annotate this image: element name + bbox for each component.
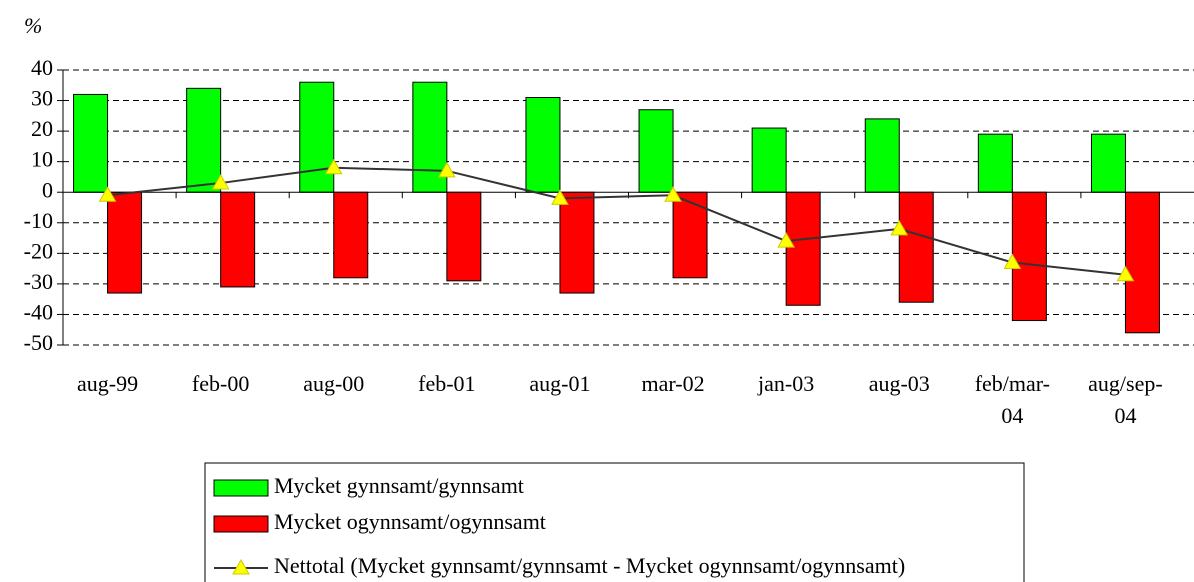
y-tick-label: -50	[24, 330, 53, 355]
bar	[186, 87, 222, 193]
bar	[785, 191, 821, 306]
marker	[890, 219, 909, 236]
y-tick-label: 20	[31, 116, 53, 141]
bar	[73, 93, 109, 193]
marker	[777, 232, 796, 248]
x-tick-label: aug-01	[529, 371, 591, 396]
bar	[864, 118, 900, 193]
bar	[898, 191, 934, 303]
x-tick-label: aug-03	[868, 371, 930, 396]
bar	[220, 191, 256, 288]
y-tick-label: -10	[24, 208, 53, 233]
marker	[551, 189, 569, 205]
y-tick-label: -40	[24, 299, 53, 324]
bar	[638, 109, 674, 193]
x-tick-label: feb/mar-04	[974, 371, 1050, 428]
bar	[333, 191, 369, 279]
legend-swatch	[213, 479, 269, 497]
y-tick-label: 10	[31, 147, 53, 172]
x-tick-label: feb-01	[418, 371, 476, 396]
bar	[1011, 191, 1047, 322]
marker	[211, 174, 230, 190]
y-axis-label: %	[24, 13, 42, 38]
x-tick-label: feb-00	[191, 371, 250, 396]
legend-marker	[232, 558, 250, 575]
bar	[672, 191, 708, 279]
bar	[446, 191, 482, 282]
bar	[1124, 191, 1160, 334]
legend-label: Nettotal (Mycket gynnsamt/gynnsamt - Myc…	[274, 553, 905, 578]
bar	[559, 191, 595, 294]
y-tick-label: 0	[42, 177, 53, 202]
bar	[525, 97, 561, 193]
x-tick-label: aug-00	[303, 371, 365, 396]
bar	[299, 81, 335, 193]
legend-swatch	[213, 515, 269, 533]
y-tick-label: -20	[24, 238, 53, 263]
marker	[1003, 253, 1022, 269]
marker	[664, 186, 682, 202]
bar	[751, 127, 787, 193]
bar	[1090, 133, 1126, 193]
y-tick-label: 30	[31, 86, 53, 111]
x-tick-label: jan-03	[758, 371, 815, 396]
marker	[1116, 265, 1135, 282]
legend-label: Mycket gynnsamt/gynnsamt	[274, 473, 524, 498]
marker	[324, 158, 343, 175]
marker	[437, 161, 456, 178]
x-tick-label: aug-99	[77, 371, 139, 396]
y-tick-label: 40	[31, 55, 53, 80]
bar	[977, 133, 1013, 193]
bar	[107, 191, 143, 294]
x-tick-label: mar-02	[641, 371, 705, 396]
line	[107, 166, 1126, 276]
x-tick-label: aug/sep-04	[1088, 371, 1163, 428]
legend-label: Mycket ogynnsamt/ogynnsamt	[274, 509, 546, 534]
y-tick-label: -30	[24, 269, 53, 294]
marker	[98, 186, 117, 202]
legend	[204, 462, 1025, 582]
